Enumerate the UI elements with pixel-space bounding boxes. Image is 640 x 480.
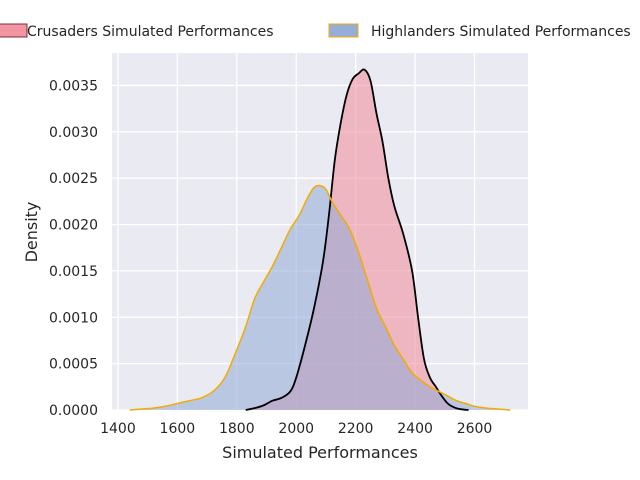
y-axis-label: Density [22,202,41,263]
y-tick-label: 0.0010 [49,310,98,326]
legend: Crusaders Simulated Performances Highland… [0,23,631,40]
x-tick-labels: 1400 1600 1800 2000 2200 2400 2600 [100,421,492,437]
y-tick-label: 0.0035 [49,78,98,94]
y-tick-label: 0.0025 [49,171,98,187]
y-tick-label: 0.0000 [49,403,98,419]
y-tick-label: 0.0015 [49,264,98,280]
x-tick-label: 2000 [278,421,314,437]
y-tick-label: 0.0020 [49,218,98,234]
highlanders-legend-label: Highlanders Simulated Performances [371,24,631,40]
highlanders-density-line [129,184,511,411]
highlanders-legend-swatch [328,23,359,38]
x-axis-label: Simulated Performances [222,443,418,462]
density-areas [129,68,511,411]
crusaders-density-area [245,69,469,411]
x-tick-label: 1400 [100,421,136,437]
y-tick-label: 0.0030 [49,125,98,141]
y-tick-label: 0.0005 [49,357,98,373]
crusaders-legend-swatch [0,23,28,38]
crusaders-legend-label: Crusaders Simulated Performances [27,24,273,40]
x-tick-label: 2600 [457,421,493,437]
x-tick-label: 1800 [219,421,255,437]
x-tick-label: 2200 [338,421,374,437]
x-tick-label: 1600 [160,421,196,437]
crusaders-density-line [245,68,469,411]
y-tick-labels: 0.0000 0.0005 0.0010 0.0015 0.0020 0.0025 0.00… [49,78,98,419]
highlanders-density-area [129,185,511,410]
x-tick-label: 2400 [397,421,433,437]
